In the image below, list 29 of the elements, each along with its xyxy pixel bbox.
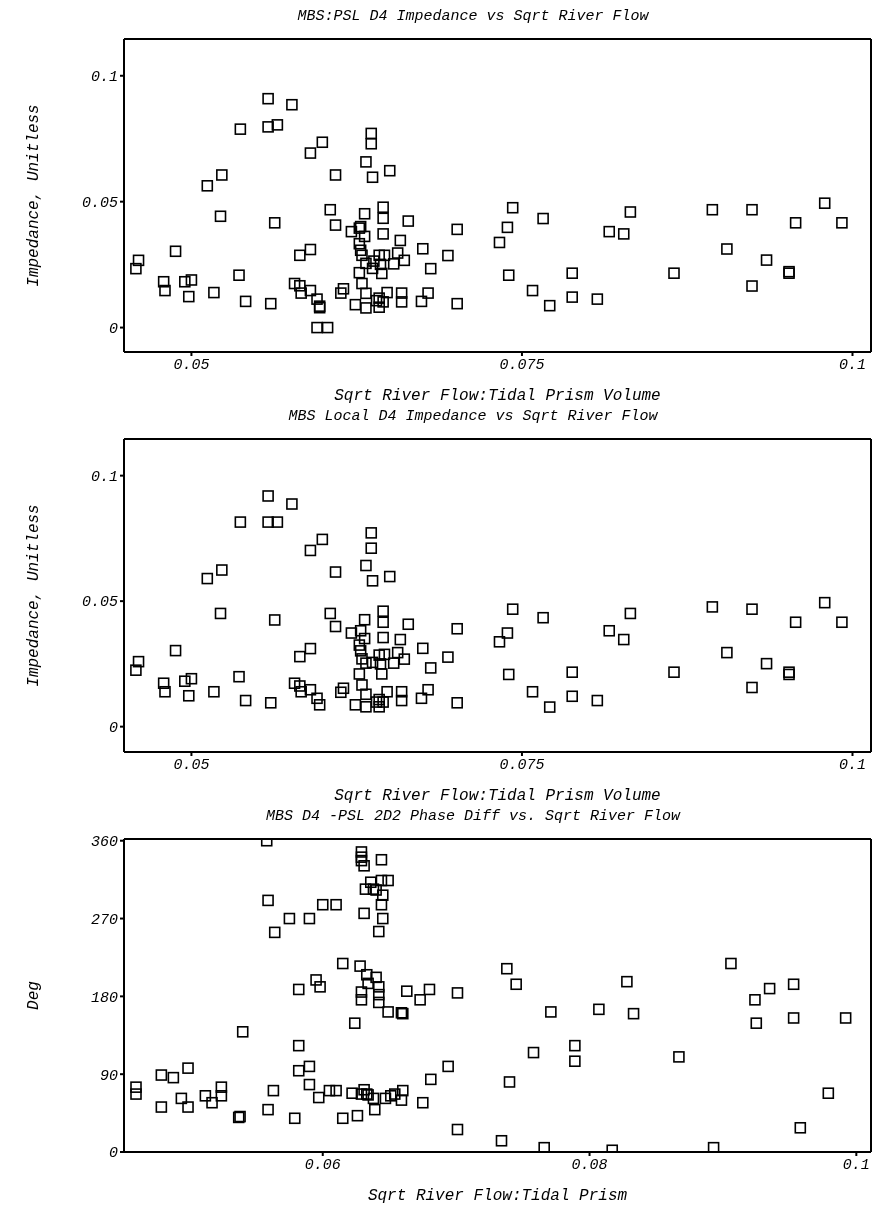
x-tick-label: 0.1 [842,1156,870,1174]
y-tick-label: 0 [108,320,118,338]
y-tick-label: 0.05 [81,194,118,212]
x-tick-label: 0.05 [173,756,210,774]
y-tick-label: 0 [108,719,118,737]
x-tick-label: 0.075 [499,356,545,374]
y-tick-label: 360 [90,834,118,852]
y-axis-title: Deg [24,980,43,1010]
y-axis-title: Impedance, Unitless [24,504,43,687]
x-tick-label: 0.08 [571,1156,608,1174]
x-axis-title: Sqrt River Flow:Tidal Prism [367,1187,628,1205]
x-tick-label: 0.075 [499,756,545,774]
y-tick-label: 90 [99,1067,118,1085]
chart-title: MBS:PSL D4 Impedance vs Sqrt River Flow [296,8,650,27]
y-tick-label: 180 [90,989,118,1007]
x-axis-title: Sqrt River Flow:Tidal Prism Volume [334,387,661,405]
y-tick-label: 0.1 [90,468,118,486]
y-tick-label: 0 [108,1145,118,1163]
x-tick-label: 0.06 [304,1156,341,1174]
y-tick-label: 0.1 [90,69,118,87]
y-tick-label: 270 [90,911,118,929]
x-tick-label: 0.05 [173,356,210,374]
y-tick-label: 0.05 [81,594,118,612]
chart-title: MBS Local D4 Impedance vs Sqrt River Flow [287,408,659,427]
x-axis-title: Sqrt River Flow:Tidal Prism Volume [334,787,661,805]
x-tick-label: 0.1 [838,356,866,374]
chart-title: MBS D4 -PSL 2D2 Phase Diff vs. Sqrt River Flow [264,808,682,827]
x-tick-label: 0.1 [838,756,866,774]
y-axis-title: Impedance, Unitless [24,104,43,287]
